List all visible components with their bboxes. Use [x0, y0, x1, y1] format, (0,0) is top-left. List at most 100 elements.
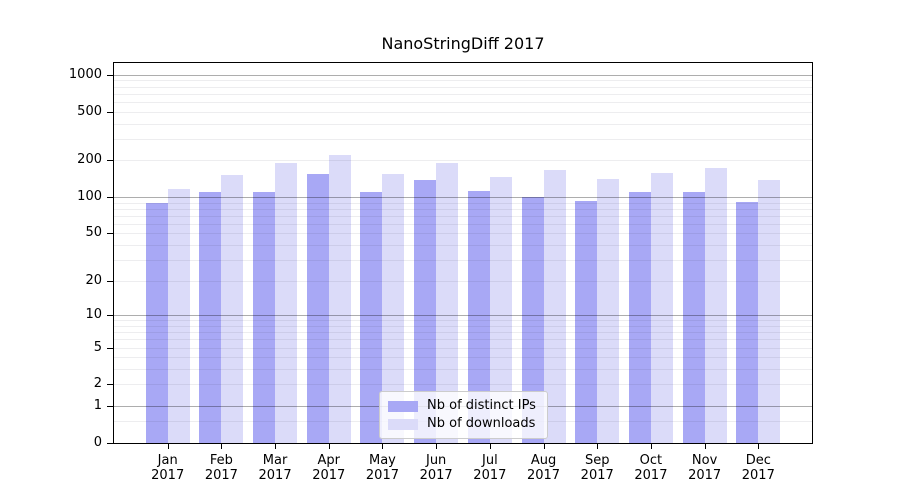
- legend: Nb of distinct IPs Nb of downloads: [379, 391, 548, 439]
- x-tick-label-year: 2017: [258, 468, 292, 483]
- x-tick: [758, 444, 760, 449]
- y-tick-label: 1000: [68, 66, 102, 82]
- y-tick-label: 0: [93, 435, 102, 450]
- bar-distinct-ips-apr: [306, 173, 329, 443]
- y-tick-label: 100: [77, 189, 102, 205]
- x-tick: [328, 444, 330, 449]
- x-tick-label-month: May: [369, 453, 396, 468]
- bar-distinct-ips-sep: [575, 200, 598, 443]
- y-tick: [107, 280, 113, 282]
- x-tick: [382, 444, 384, 449]
- bar-downloads-jul: [489, 176, 512, 443]
- y-tick-label: 50: [85, 225, 102, 241]
- x-tick: [436, 444, 438, 449]
- y-tick-label: 1: [93, 398, 102, 414]
- x-tick-label-year: 2017: [473, 468, 507, 483]
- x-tick-label-month: Sep: [584, 453, 610, 468]
- x-tick: [275, 444, 277, 449]
- plot-area: Nb of distinct IPs Nb of downloads 0 1 2 5 1…: [69, 62, 813, 483]
- x-tick-label-month: Jan: [157, 453, 178, 468]
- y-tick-label: 2: [93, 376, 102, 392]
- x-tick-label-year: 2017: [204, 468, 238, 483]
- y-tick: [107, 160, 113, 162]
- chart-title: NanoStringDiff 2017: [381, 34, 545, 53]
- x-tick-label-year: 2017: [688, 468, 722, 483]
- bar-downloads-jun: [436, 163, 459, 443]
- bar-downloads-feb: [221, 174, 244, 443]
- x-tick: [221, 444, 223, 449]
- gridline-minor: [114, 123, 812, 125]
- bar-distinct-ips-oct: [628, 192, 651, 443]
- bar-downloads-apr: [328, 154, 351, 443]
- bar-downloads-dec: [758, 179, 781, 443]
- x-tick-label-year: 2017: [580, 468, 614, 483]
- y-tick-label: 20: [85, 272, 102, 288]
- gridline-minor: [114, 80, 812, 82]
- y-tick: [107, 384, 113, 386]
- y-tick: [107, 197, 113, 199]
- legend-swatch-distinct-ips: [388, 400, 418, 412]
- legend-entry-distinct-ips: Nb of distinct IPs: [388, 397, 536, 415]
- x-tick: [167, 444, 169, 449]
- gridline-minor: [114, 138, 812, 140]
- y-tick: [107, 74, 113, 76]
- bar-distinct-ips-jun: [414, 180, 437, 443]
- y-tick: [107, 233, 113, 235]
- legend-swatch-downloads: [388, 418, 418, 430]
- x-tick-label-month: Apr: [317, 453, 341, 468]
- x-tick-label-month: Feb: [209, 453, 233, 468]
- bar-downloads-mar: [275, 162, 298, 443]
- y-tick: [107, 111, 113, 113]
- legend-label-distinct-ips: Nb of distinct IPs: [427, 398, 536, 413]
- bar-distinct-ips-aug: [521, 197, 544, 443]
- x-tick-label-year: 2017: [365, 468, 399, 483]
- bar-distinct-ips-jul: [467, 191, 490, 443]
- legend-label-downloads: Nb of downloads: [427, 416, 536, 431]
- gridline-minor: [114, 86, 812, 88]
- gridline-minor: [114, 160, 812, 162]
- x-tick-label-month: Mar: [262, 453, 288, 468]
- x-tick-label-year: 2017: [419, 468, 453, 483]
- bar-distinct-ips-dec: [736, 202, 759, 443]
- x-tick: [597, 444, 599, 449]
- bar-downloads-oct: [650, 173, 673, 443]
- x-tick-label-month: Nov: [691, 453, 718, 468]
- y-tick: [107, 406, 113, 408]
- x-tick: [650, 444, 652, 449]
- x-tick: [543, 444, 545, 449]
- bar-downloads-sep: [597, 179, 620, 443]
- bar-distinct-ips-feb: [199, 191, 222, 443]
- x-tick: [489, 444, 491, 449]
- gridline-minor: [114, 111, 812, 113]
- x-tick-label-month: Dec: [745, 453, 771, 468]
- bar-distinct-ips-may: [360, 191, 383, 443]
- bar-downloads-may: [382, 174, 405, 443]
- y-tick-label: 5: [93, 339, 102, 355]
- legend-entry-downloads: Nb of downloads: [388, 415, 536, 433]
- bar-distinct-ips-nov: [682, 191, 705, 443]
- x-tick-label-year: 2017: [151, 468, 185, 483]
- y-tick-label: 200: [77, 152, 102, 168]
- x-tick-label-month: Jul: [482, 453, 498, 468]
- x-tick: [704, 444, 706, 449]
- x-tick-label-year: 2017: [741, 468, 775, 483]
- bar-downloads-nov: [704, 167, 727, 443]
- y-tick: [107, 315, 113, 317]
- gridline-minor: [114, 102, 812, 104]
- x-tick-label-month: Aug: [530, 453, 557, 468]
- x-tick-label-month: Jun: [425, 453, 447, 468]
- y-tick-label: 10: [85, 307, 102, 323]
- x-tick-label-year: 2017: [634, 468, 668, 483]
- bar-distinct-ips-mar: [253, 191, 276, 443]
- gridline-minor: [114, 93, 812, 95]
- y-tick: [107, 443, 113, 444]
- x-tick-label-month: Oct: [639, 453, 663, 468]
- bar-downloads-aug: [543, 169, 566, 443]
- x-tick-label-year: 2017: [312, 468, 346, 483]
- bar-downloads-jan: [167, 189, 190, 443]
- x-tick-label-year: 2017: [526, 468, 561, 483]
- gridline-major: [114, 74, 812, 76]
- y-tick-label: 500: [77, 103, 102, 119]
- bar-distinct-ips-jan: [145, 203, 168, 443]
